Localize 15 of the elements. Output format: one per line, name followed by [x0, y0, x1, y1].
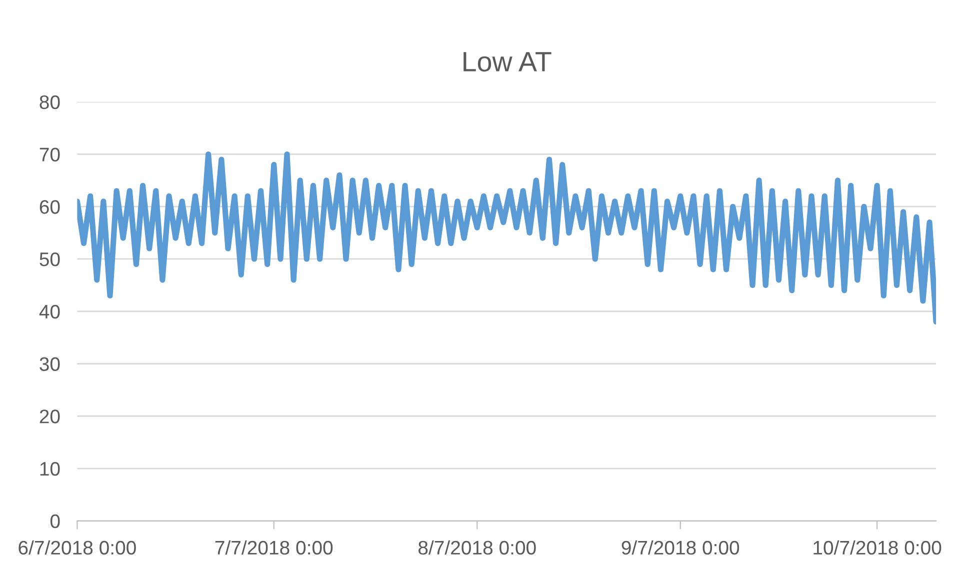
y-tick-label: 50	[40, 252, 60, 266]
chart-title: Low AT	[464, 52, 552, 72]
x-tick-label: 10/7/2018 0:00	[814, 540, 942, 555]
y-tick-label: 20	[40, 410, 60, 424]
y-tick-label: 0	[50, 514, 60, 528]
x-tick-label: 9/7/2018 0:00	[622, 540, 740, 555]
y-tick-label: 80	[40, 95, 60, 110]
y-tick-label: 60	[40, 200, 60, 214]
x-tick-label: 7/7/2018 0:00	[215, 540, 333, 555]
x-tick-label: 6/7/2018 0:00	[18, 540, 136, 555]
y-tick-label: 10	[40, 462, 60, 476]
y-tick-label: 70	[40, 148, 60, 162]
x-tick-label: 8/7/2018 0:00	[418, 540, 536, 555]
y-tick-label: 30	[40, 357, 60, 371]
y-tick-label: 40	[39, 304, 60, 319]
